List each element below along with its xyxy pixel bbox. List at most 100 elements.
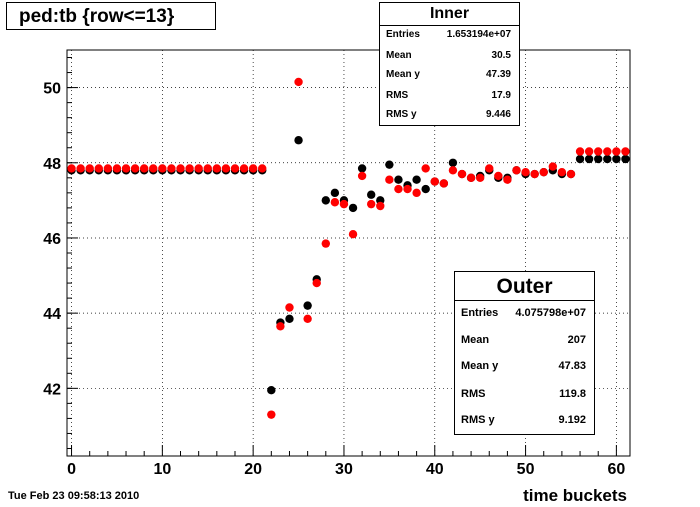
- x-tick-label: 50: [517, 461, 535, 478]
- data-point-outer: [76, 164, 85, 173]
- data-point-inner: [294, 136, 303, 145]
- stat-key: RMS y: [461, 414, 495, 426]
- plot-title-box: ped:tb {row<=13}: [6, 2, 216, 30]
- data-point-outer: [485, 164, 494, 173]
- y-tick-label: 46: [43, 231, 61, 248]
- data-point-outer: [503, 175, 512, 184]
- x-tick-label: 30: [335, 461, 353, 478]
- data-point-outer: [357, 171, 367, 181]
- data-point-outer: [457, 169, 467, 179]
- data-point-inner: [330, 188, 340, 198]
- data-point-outer: [312, 278, 321, 288]
- data-point-outer: [512, 166, 521, 175]
- data-point-inner: [412, 175, 421, 184]
- data-point-outer: [448, 166, 458, 175]
- inner-stats-box: Inner Entries 1.653194e+07 Mean 30.5 Mean …: [379, 2, 520, 126]
- data-point-outer: [621, 147, 630, 156]
- stat-key: Entries: [461, 307, 499, 319]
- data-point-outer: [167, 164, 176, 173]
- data-point-outer: [203, 164, 212, 173]
- data-point-inner: [321, 196, 330, 205]
- data-point-inner: [603, 154, 612, 164]
- stat-value: 30.5: [491, 50, 511, 61]
- data-point-outer: [294, 77, 303, 87]
- data-point-outer: [67, 164, 76, 173]
- stat-value: 17.9: [491, 90, 511, 101]
- x-axis-label: time buckets: [523, 486, 627, 505]
- stat-value: 9.192: [558, 414, 586, 426]
- data-point-outer: [248, 164, 258, 173]
- data-point-outer: [539, 167, 548, 177]
- data-point-outer: [494, 171, 503, 181]
- data-point-outer: [376, 201, 385, 211]
- x-tick-label: 40: [426, 461, 444, 478]
- data-point-outer: [466, 173, 476, 183]
- data-point-outer: [530, 169, 539, 179]
- stat-value: 47.83: [558, 360, 586, 372]
- data-point-inner: [448, 158, 458, 167]
- stat-value: 207: [567, 334, 586, 346]
- data-point-outer: [594, 147, 603, 156]
- data-point-inner: [267, 386, 276, 395]
- y-tick-label: 42: [43, 381, 61, 398]
- stat-value: 1.653194e+07: [446, 29, 511, 40]
- data-point-outer: [575, 147, 585, 156]
- data-point-outer: [230, 164, 240, 173]
- data-point-outer: [475, 173, 485, 183]
- data-point-outer: [121, 164, 131, 173]
- stat-key: RMS: [461, 388, 486, 400]
- data-point-outer: [276, 322, 285, 331]
- data-point-outer: [339, 199, 349, 209]
- y-tick-label: 44: [43, 306, 61, 323]
- data-point-outer: [439, 179, 449, 188]
- stat-value: 47.39: [485, 69, 511, 80]
- x-tick-label: 0: [67, 461, 76, 478]
- data-point-outer: [557, 167, 567, 177]
- plot-frame: [66, 49, 631, 457]
- plot-title: ped:tb {row<=13}: [19, 6, 175, 27]
- data-point-inner: [285, 314, 294, 323]
- data-point-outer: [239, 164, 249, 173]
- data-point-inner: [575, 154, 585, 164]
- data-point-outer: [430, 177, 439, 186]
- stat-key: RMS: [386, 90, 409, 101]
- data-point-inner: [612, 154, 621, 164]
- data-point-outer: [130, 164, 140, 173]
- data-point-outer: [139, 164, 149, 173]
- data-point-outer: [521, 167, 530, 177]
- data-point-outer: [94, 164, 103, 173]
- stat-key: Mean y: [461, 360, 499, 372]
- data-point-outer: [212, 164, 222, 173]
- data-point-outer: [412, 188, 421, 198]
- outer-stats-header: Outer: [455, 272, 594, 301]
- y-tick-label: 50: [43, 81, 61, 98]
- stat-key: Entries: [386, 29, 420, 40]
- data-point-outer: [603, 147, 612, 156]
- data-point-outer: [158, 164, 167, 173]
- data-point-outer: [103, 164, 113, 173]
- data-point-outer: [176, 164, 185, 173]
- stat-value: 9.446: [485, 109, 511, 120]
- inner-stats-header: Inner: [380, 3, 519, 26]
- data-point-outer: [112, 164, 122, 173]
- data-point-outer: [612, 147, 621, 156]
- x-tick-label: 60: [607, 461, 625, 478]
- data-point-outer: [149, 164, 158, 173]
- stat-key: RMS y: [386, 109, 417, 120]
- data-point-inner: [594, 154, 603, 164]
- data-point-inner: [394, 175, 403, 184]
- data-point-outer: [385, 175, 394, 184]
- data-point-outer: [548, 162, 558, 171]
- timestamp: Tue Feb 23 09:58:13 2010: [8, 490, 140, 502]
- data-point-outer: [421, 164, 430, 173]
- data-point-outer: [566, 169, 576, 179]
- data-point-outer: [367, 199, 376, 209]
- data-point-outer: [267, 410, 276, 419]
- data-point-inner: [621, 154, 630, 164]
- y-tick-label: 48: [43, 156, 61, 173]
- data-point-outer: [258, 164, 267, 173]
- data-point-inner: [385, 160, 394, 169]
- data-point-outer: [285, 303, 294, 312]
- data-point-outer: [584, 147, 594, 156]
